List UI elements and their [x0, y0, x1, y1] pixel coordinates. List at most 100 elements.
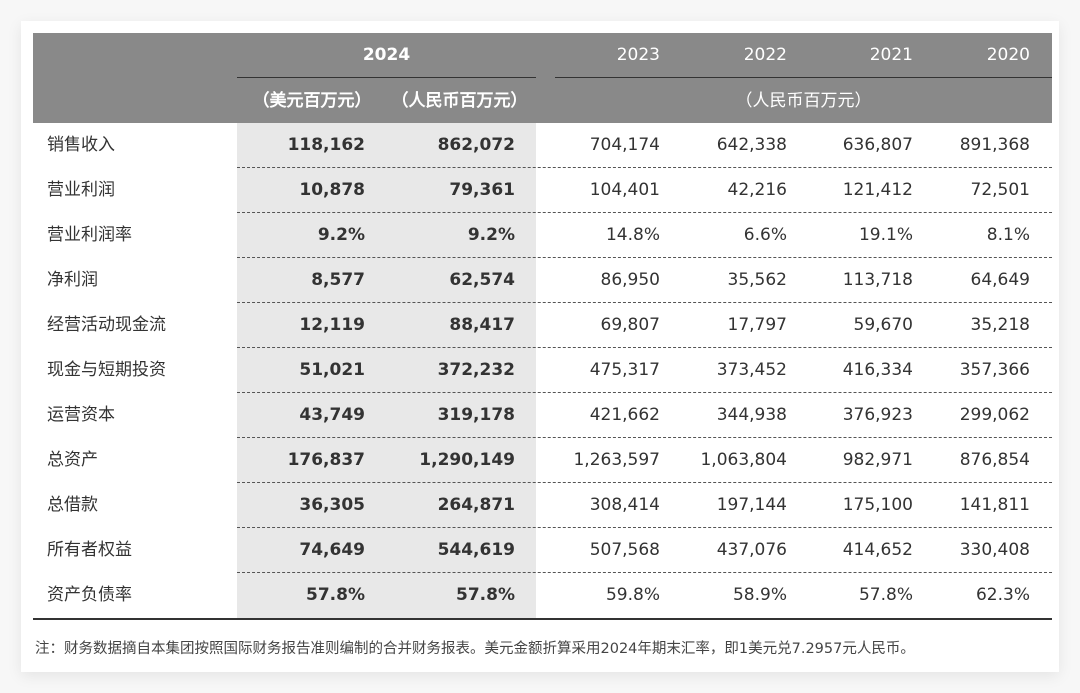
cell-2020: 141,811: [959, 495, 1030, 515]
table-header: 2024 2023 2022 2021 2020 （美元百万元） （人民币百万元…: [33, 33, 1052, 123]
header-unit-usd: （美元百万元）: [252, 91, 372, 111]
cell-2020: 330,408: [959, 540, 1030, 560]
header-unit-rmb-prior: （人民币百万元）: [735, 91, 872, 111]
header-unit-rmb-2024: （人民币百万元）: [391, 91, 528, 111]
cell-2022: 6.6%: [743, 225, 787, 245]
cell-usd-2024: 10,878: [299, 180, 365, 200]
row-separator: [237, 482, 1052, 483]
cell-2022: 344,938: [716, 405, 787, 425]
row-separator: [237, 212, 1052, 213]
row-label: 营业利润: [47, 180, 115, 200]
cell-2020: 299,062: [959, 405, 1030, 425]
cell-2021: 175,100: [842, 495, 913, 515]
highlight-2024-bg: [237, 123, 536, 168]
financial-summary-card: 2024 2023 2022 2021 2020 （美元百万元） （人民币百万元…: [21, 21, 1059, 672]
cell-usd-2024: 9.2%: [317, 225, 365, 245]
table-row: 销售收入 118,162 862,072 704,174 642,338 636…: [33, 123, 1052, 168]
row-label: 经营活动现金流: [47, 315, 166, 335]
cell-2023: 14.8%: [605, 225, 660, 245]
row-separator: [237, 527, 1052, 528]
row-separator: [237, 437, 1052, 438]
cell-usd-2024: 74,649: [299, 540, 365, 560]
row-label: 总借款: [47, 495, 98, 515]
highlight-2024-bg: [237, 258, 536, 303]
cell-usd-2024: 51,021: [299, 360, 365, 380]
cell-2021: 19.1%: [858, 225, 913, 245]
cell-usd-2024: 36,305: [299, 495, 365, 515]
cell-rmb-2024: 57.8%: [456, 585, 515, 605]
table-row: 总借款 36,305 264,871 308,414 197,144 175,1…: [33, 483, 1052, 528]
cell-rmb-2024: 1,290,149: [419, 450, 515, 470]
table-row: 总资产 176,837 1,290,149 1,263,597 1,063,80…: [33, 438, 1052, 483]
row-separator: [237, 257, 1052, 258]
cell-rmb-2024: 319,178: [437, 405, 515, 425]
table-bottom-rule: [33, 618, 1052, 620]
cell-2021: 57.8%: [858, 585, 913, 605]
table-row: 营业利润率 9.2% 9.2% 14.8% 6.6% 19.1% 8.1%: [33, 213, 1052, 258]
cell-2023: 59.8%: [605, 585, 660, 605]
row-separator: [237, 392, 1052, 393]
header-year-2020: 2020: [986, 45, 1030, 65]
cell-2022: 373,452: [716, 360, 787, 380]
table-row: 营业利润 10,878 79,361 104,401 42,216 121,41…: [33, 168, 1052, 213]
row-separator: [237, 302, 1052, 303]
row-label: 营业利润率: [47, 225, 132, 245]
table-body: 销售收入 118,162 862,072 704,174 642,338 636…: [33, 123, 1052, 618]
header-rule-prior-years: [555, 77, 1052, 78]
highlight-2024-bg: [237, 438, 536, 483]
cell-2022: 437,076: [716, 540, 787, 560]
cell-2023: 104,401: [589, 180, 660, 200]
cell-2022: 42,216: [727, 180, 787, 200]
financial-summary-table: 2024 2023 2022 2021 2020 （美元百万元） （人民币百万元…: [33, 33, 1052, 620]
header-rule-2024: [237, 77, 536, 78]
cell-rmb-2024: 79,361: [449, 180, 515, 200]
row-label: 所有者权益: [47, 540, 132, 560]
cell-usd-2024: 176,837: [287, 450, 365, 470]
cell-2022: 35,562: [727, 270, 787, 290]
highlight-2024-bg: [237, 303, 536, 348]
cell-2020: 891,368: [959, 135, 1030, 155]
footnote: 注：财务数据摘自本集团按照国际财务报告准则编制的合并财务报表。美元金额折算采用2…: [35, 641, 915, 657]
cell-2023: 1,263,597: [573, 450, 660, 470]
row-label: 资产负债率: [47, 585, 132, 605]
cell-2023: 704,174: [589, 135, 660, 155]
cell-2023: 421,662: [589, 405, 660, 425]
header-year-2023: 2023: [616, 45, 660, 65]
cell-2020: 876,854: [959, 450, 1030, 470]
table-row: 净利润 8,577 62,574 86,950 35,562 113,718 6…: [33, 258, 1052, 303]
row-label: 净利润: [47, 270, 98, 290]
cell-2023: 308,414: [589, 495, 660, 515]
cell-usd-2024: 12,119: [299, 315, 365, 335]
cell-2020: 8.1%: [986, 225, 1030, 245]
cell-rmb-2024: 62,574: [449, 270, 515, 290]
header-year-2022: 2022: [743, 45, 787, 65]
highlight-2024-bg: [237, 528, 536, 573]
cell-2021: 416,334: [842, 360, 913, 380]
cell-2022: 642,338: [716, 135, 787, 155]
cell-2022: 17,797: [727, 315, 787, 335]
cell-2021: 414,652: [842, 540, 913, 560]
header-year-2021: 2021: [869, 45, 913, 65]
cell-rmb-2024: 9.2%: [467, 225, 515, 245]
row-label: 销售收入: [47, 135, 115, 155]
row-separator: [237, 347, 1052, 348]
cell-2021: 376,923: [842, 405, 913, 425]
cell-2021: 59,670: [853, 315, 913, 335]
cell-2020: 35,218: [970, 315, 1030, 335]
highlight-2024-bg: [237, 483, 536, 528]
cell-2021: 121,412: [842, 180, 913, 200]
row-label: 现金与短期投资: [47, 360, 166, 380]
cell-2022: 197,144: [716, 495, 787, 515]
table-row: 运营资本 43,749 319,178 421,662 344,938 376,…: [33, 393, 1052, 438]
cell-2023: 475,317: [589, 360, 660, 380]
cell-2023: 507,568: [589, 540, 660, 560]
highlight-2024-bg: [237, 168, 536, 213]
cell-2020: 62.3%: [975, 585, 1030, 605]
table-row: 资产负债率 57.8% 57.8% 59.8% 58.9% 57.8% 62.3…: [33, 573, 1052, 618]
cell-usd-2024: 118,162: [287, 135, 365, 155]
table-row: 所有者权益 74,649 544,619 507,568 437,076 414…: [33, 528, 1052, 573]
row-separator: [237, 167, 1052, 168]
cell-usd-2024: 8,577: [311, 270, 365, 290]
cell-usd-2024: 57.8%: [306, 585, 365, 605]
cell-2023: 86,950: [600, 270, 660, 290]
